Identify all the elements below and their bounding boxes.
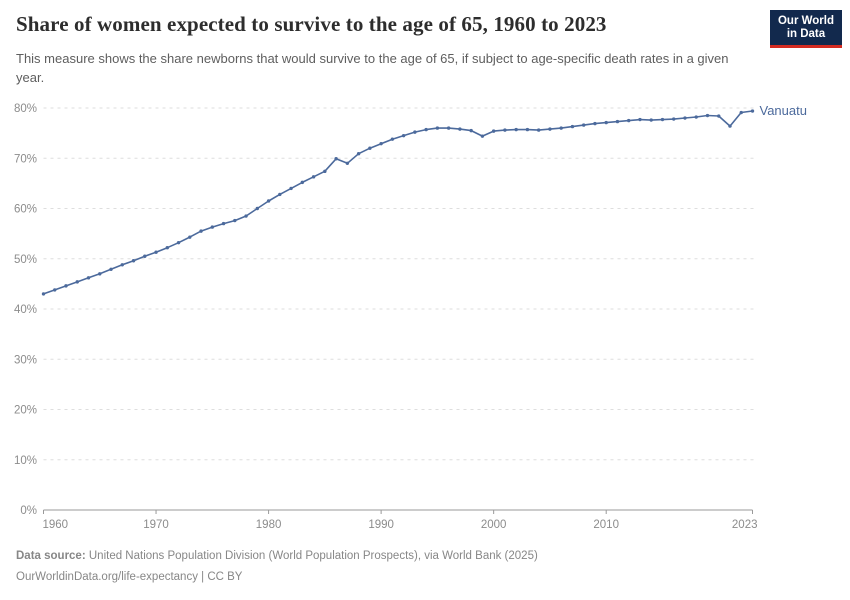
- data-point[interactable]: [683, 116, 687, 120]
- data-point[interactable]: [469, 128, 473, 133]
- x-tick-label: 1970: [143, 519, 169, 531]
- data-point[interactable]: [266, 199, 271, 203]
- y-tick-label: 0%: [20, 505, 37, 517]
- data-point[interactable]: [525, 127, 530, 132]
- data-point[interactable]: [98, 272, 102, 276]
- data-point[interactable]: [368, 146, 372, 150]
- data-point[interactable]: [41, 292, 46, 296]
- data-point[interactable]: [705, 113, 710, 118]
- owid-logo-line1: Our World: [777, 15, 834, 27]
- data-point[interactable]: [514, 127, 518, 132]
- data-point[interactable]: [345, 161, 350, 165]
- chart-subtitle: This measure shows the share newborns th…: [16, 51, 729, 85]
- data-point[interactable]: [413, 130, 417, 134]
- owid-logo[interactable]: Our World in Data: [769, 10, 842, 48]
- data-point[interactable]: [672, 117, 676, 121]
- data-point[interactable]: [334, 157, 338, 161]
- data-point[interactable]: [255, 206, 260, 211]
- x-tick-label: 2000: [481, 519, 507, 531]
- data-point[interactable]: [199, 229, 203, 233]
- data-point[interactable]: [289, 186, 293, 191]
- data-point[interactable]: [627, 118, 631, 123]
- data-point[interactable]: [379, 141, 383, 146]
- y-tick-label: 40%: [14, 304, 37, 316]
- data-point[interactable]: [109, 267, 113, 272]
- data-point[interactable]: [188, 235, 192, 239]
- data-point[interactable]: [717, 114, 721, 118]
- line-chart[interactable]: 0% 10% 20% 30% 40% 50% 60% 70% 80% 1960 1970 1980 19…: [0, 88, 850, 540]
- y-tick-label: 20%: [14, 405, 37, 417]
- data-point[interactable]: [401, 133, 406, 138]
- data-point[interactable]: [446, 126, 451, 130]
- chart-title: Share of women expected to survive to th…: [16, 12, 607, 36]
- data-source-text: United Nations Population Division (Worl…: [85, 550, 538, 562]
- x-tick-label: 1960: [43, 519, 69, 531]
- data-point[interactable]: [503, 128, 507, 132]
- data-point[interactable]: [581, 123, 586, 127]
- data-point[interactable]: [604, 120, 608, 125]
- data-source-line: Data source: United Nations Population D…: [16, 546, 836, 567]
- data-point[interactable]: [559, 126, 563, 130]
- data-point[interactable]: [176, 240, 181, 245]
- data-point[interactable]: [311, 175, 316, 179]
- data-point[interactable]: [233, 218, 237, 223]
- data-point[interactable]: [210, 225, 215, 229]
- entity-label[interactable]: Vanuatu: [760, 103, 807, 118]
- data-point[interactable]: [75, 280, 79, 284]
- data-point[interactable]: [491, 129, 496, 133]
- y-tick-label: 70%: [14, 153, 37, 165]
- data-point[interactable]: [750, 109, 755, 113]
- data-point[interactable]: [244, 214, 248, 218]
- data-point[interactable]: [300, 180, 305, 185]
- data-point[interactable]: [154, 250, 158, 254]
- data-point[interactable]: [278, 192, 282, 197]
- y-tick-label: 80%: [14, 103, 37, 115]
- data-point[interactable]: [660, 117, 665, 122]
- data-point[interactable]: [480, 134, 485, 138]
- data-point[interactable]: [390, 137, 395, 141]
- data-point[interactable]: [694, 115, 698, 119]
- data-point[interactable]: [64, 284, 68, 288]
- data-source-label: Data source:: [16, 550, 86, 562]
- data-point[interactable]: [165, 245, 169, 250]
- data-point[interactable]: [356, 152, 361, 156]
- license-line: OurWorldinData.org/life-expectancy | CC …: [16, 571, 243, 583]
- data-point[interactable]: [739, 110, 743, 115]
- data-point[interactable]: [53, 288, 57, 292]
- owid-logo-line2: in Data: [786, 28, 826, 40]
- x-tick-label: 1980: [256, 519, 282, 531]
- data-point[interactable]: [120, 263, 124, 267]
- data-point[interactable]: [536, 128, 541, 132]
- y-tick-label: 50%: [14, 254, 37, 266]
- data-point[interactable]: [593, 121, 597, 126]
- y-tick-label: 60%: [14, 204, 37, 216]
- data-point[interactable]: [570, 124, 575, 129]
- data-point[interactable]: [649, 118, 653, 122]
- data-point[interactable]: [86, 276, 91, 280]
- data-point[interactable]: [424, 127, 428, 132]
- data-point[interactable]: [143, 254, 147, 258]
- data-point[interactable]: [221, 221, 226, 226]
- x-tick-label: 1990: [368, 519, 394, 531]
- x-tick-label: 2023: [732, 519, 758, 531]
- data-point[interactable]: [728, 124, 732, 128]
- y-tick-label: 10%: [14, 455, 37, 467]
- x-tick-label: 2010: [593, 519, 619, 531]
- data-point[interactable]: [548, 127, 552, 131]
- series-line-vanuatu[interactable]: [42, 110, 754, 295]
- data-point[interactable]: [638, 117, 642, 122]
- data-point[interactable]: [615, 119, 620, 124]
- data-point[interactable]: [131, 259, 136, 263]
- data-point[interactable]: [435, 126, 440, 130]
- data-point[interactable]: [323, 169, 327, 174]
- chart-footer: Data source: United Nations Population D…: [16, 546, 836, 588]
- y-tick-label: 30%: [14, 354, 37, 366]
- data-point[interactable]: [458, 127, 462, 131]
